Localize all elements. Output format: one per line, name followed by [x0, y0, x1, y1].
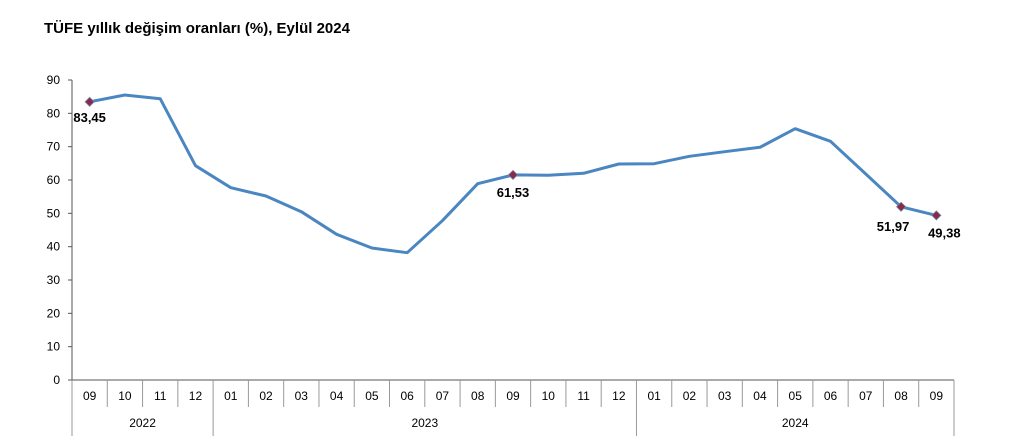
- x-tick-label: 10: [542, 389, 556, 403]
- y-tick-label: 90: [47, 73, 61, 87]
- y-tick-label: 30: [47, 273, 61, 287]
- x-year-label: 2022: [129, 416, 156, 430]
- data-label: 51,97: [877, 219, 910, 234]
- x-tick-label: 07: [859, 389, 873, 403]
- x-tick-label: 02: [683, 389, 697, 403]
- x-tick-label: 12: [612, 389, 626, 403]
- y-tick-label: 40: [47, 240, 61, 254]
- x-tick-label: 11: [154, 389, 167, 403]
- x-year-label: 2024: [782, 416, 809, 430]
- x-tick-label: 12: [189, 389, 203, 403]
- x-tick-label: 03: [295, 389, 309, 403]
- x-tick-label: 09: [506, 389, 520, 403]
- x-year-label: 2023: [411, 416, 438, 430]
- data-point-marker: [507, 169, 519, 180]
- x-tick-label: 05: [789, 389, 803, 403]
- x-tick-label: 08: [471, 389, 485, 403]
- x-tick-label: 08: [894, 389, 908, 403]
- x-tick-label: 04: [330, 389, 344, 403]
- x-tick-label: 06: [400, 389, 414, 403]
- x-tick-label: 05: [365, 389, 379, 403]
- y-tick-label: 10: [47, 340, 61, 354]
- x-tick-label: 04: [753, 389, 767, 403]
- data-point-marker: [931, 210, 942, 221]
- y-tick-label: 60: [47, 173, 61, 187]
- x-tick-label: 09: [930, 389, 944, 403]
- x-tick-label: 10: [118, 389, 132, 403]
- x-tick-label: 02: [259, 389, 273, 403]
- data-point-marker: [896, 201, 907, 212]
- x-tick-label: 06: [824, 389, 838, 403]
- y-tick-label: 70: [47, 140, 61, 154]
- data-point-marker: [84, 96, 95, 107]
- x-tick-label: 01: [647, 389, 661, 403]
- y-tick-label: 80: [47, 106, 61, 120]
- chart-title: TÜFE yıllık değişim oranları (%), Eylül …: [44, 20, 350, 37]
- y-tick-label: 0: [53, 373, 60, 387]
- x-tick-label: 01: [224, 389, 238, 403]
- x-tick-label: 11: [577, 389, 590, 403]
- x-tick-label: 03: [718, 389, 732, 403]
- x-tick-label: 09: [83, 389, 97, 403]
- data-label: 83,45: [73, 110, 106, 125]
- data-label: 49,38: [928, 225, 961, 240]
- data-label: 61,53: [497, 185, 530, 200]
- x-tick-label: 07: [436, 389, 450, 403]
- y-tick-label: 20: [47, 306, 61, 320]
- y-tick-label: 50: [47, 206, 61, 220]
